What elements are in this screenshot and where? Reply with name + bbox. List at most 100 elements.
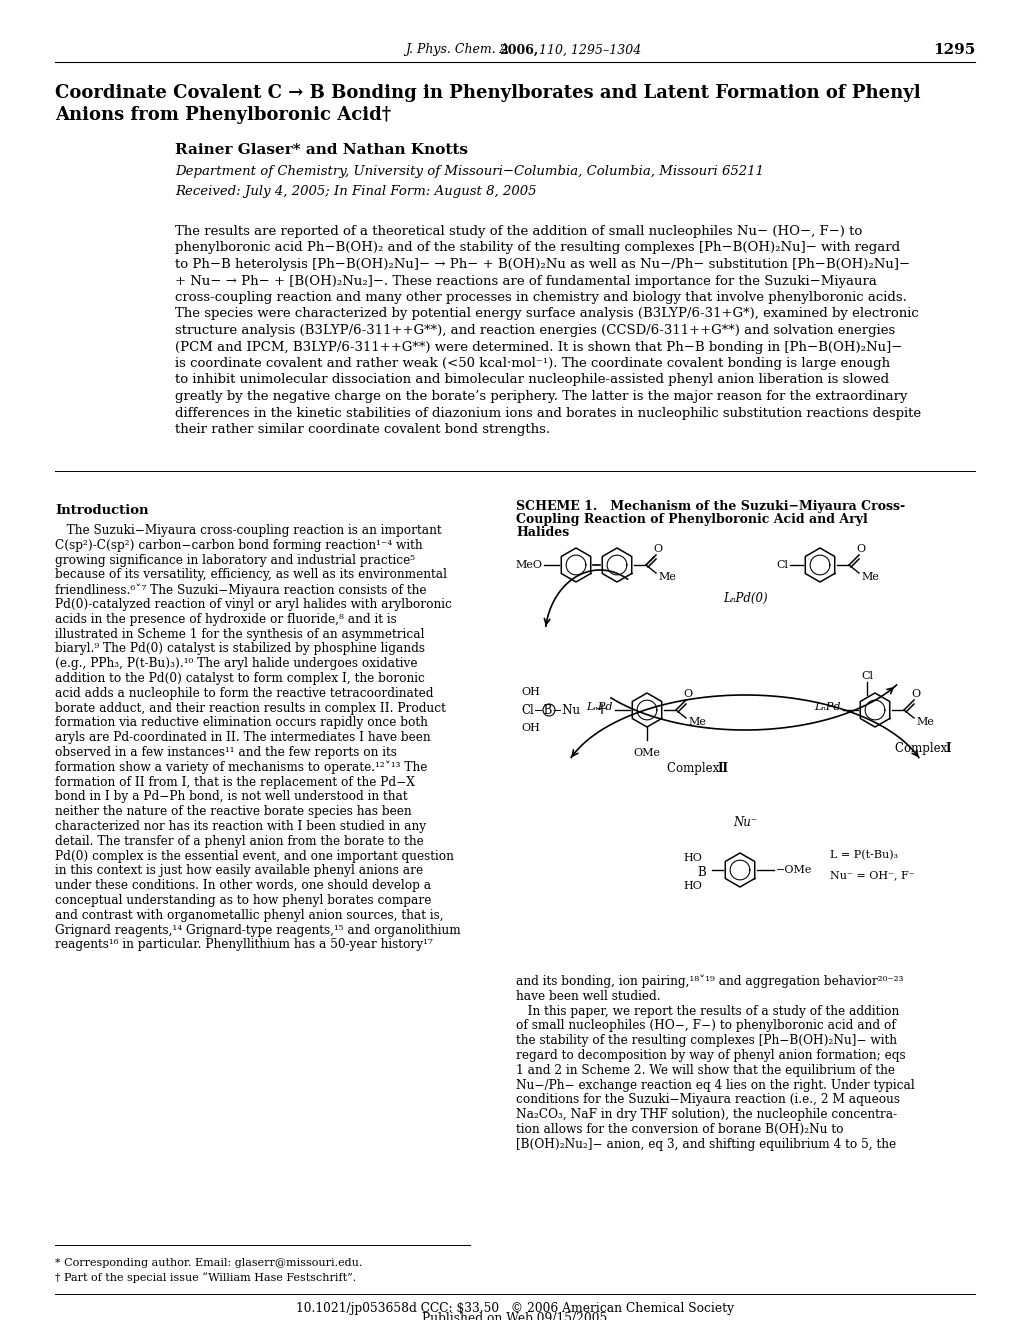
Text: Coordinate Covalent C → B Bonding in Phenylborates and Latent Formation of Pheny: Coordinate Covalent C → B Bonding in Phe…	[55, 84, 920, 102]
Text: OH: OH	[521, 686, 539, 697]
Text: phenylboronic acid Ph−B(OH)₂ and of the stability of the resulting complexes [Ph: phenylboronic acid Ph−B(OH)₂ and of the …	[175, 242, 899, 255]
Text: tion allows for the conversion of borane B(OH)₂Nu to: tion allows for the conversion of borane…	[516, 1123, 843, 1137]
Text: acid adds a nucleophile to form the reactive tetracoordinated: acid adds a nucleophile to form the reac…	[55, 686, 433, 700]
Text: to inhibit unimolecular dissociation and bimolecular nucleophile-assisted phenyl: to inhibit unimolecular dissociation and…	[175, 374, 889, 387]
Text: LₙPd(0): LₙPd(0)	[722, 591, 766, 605]
Text: and contrast with organometallic phenyl anion sources, that is,: and contrast with organometallic phenyl …	[55, 908, 443, 921]
Text: aryls are Pd-coordinated in II. The intermediates I have been: aryls are Pd-coordinated in II. The inte…	[55, 731, 430, 744]
Text: Nu⁻: Nu⁻	[733, 816, 756, 829]
Text: Cl: Cl	[860, 671, 872, 681]
Text: −OMe: −OMe	[775, 865, 811, 875]
Text: Received: July 4, 2005; In Final Form: August 8, 2005: Received: July 4, 2005; In Final Form: A…	[175, 185, 536, 198]
Text: Nu−/Ph− exchange reaction eq 4 lies on the right. Under typical: Nu−/Ph− exchange reaction eq 4 lies on t…	[516, 1078, 914, 1092]
Text: have been well studied.: have been well studied.	[516, 990, 660, 1003]
Text: The results are reported of a theoretical study of the addition of small nucleop: The results are reported of a theoretica…	[175, 224, 861, 238]
Text: Rainer Glaser* and Nathan Knotts: Rainer Glaser* and Nathan Knotts	[175, 143, 468, 157]
Text: Department of Chemistry, University of Missouri−Columbia, Columbia, Missouri 652: Department of Chemistry, University of M…	[175, 165, 763, 178]
Text: Me: Me	[915, 717, 933, 727]
Text: of small nucleophiles (HO−, F−) to phenylboronic acid and of: of small nucleophiles (HO−, F−) to pheny…	[516, 1019, 895, 1032]
Text: L = P(t-Bu)₃: L = P(t-Bu)₃	[829, 850, 898, 861]
Text: Published on Web 09/15/2005: Published on Web 09/15/2005	[422, 1312, 607, 1320]
Text: (e.g., PPh₃, P(t-Bu)₃).¹⁰ The aryl halide undergoes oxidative: (e.g., PPh₃, P(t-Bu)₃).¹⁰ The aryl halid…	[55, 657, 417, 671]
Text: The species were characterized by potential energy surface analysis (B3LYP/6-31+: The species were characterized by potent…	[175, 308, 918, 321]
Text: 1 and 2 in Scheme 2. We will show that the equilibrium of the: 1 and 2 in Scheme 2. We will show that t…	[516, 1064, 894, 1077]
Text: because of its versatility, efficiency, as well as its environmental: because of its versatility, efficiency, …	[55, 569, 446, 581]
Text: II: II	[716, 762, 728, 775]
Text: in this context is just how easily available phenyl anions are: in this context is just how easily avail…	[55, 865, 423, 878]
Text: conditions for the Suzuki−Miyaura reaction (i.e., 2 M aqueous: conditions for the Suzuki−Miyaura reacti…	[516, 1093, 899, 1106]
Text: bond in I by a Pd−Ph bond, is not well understood in that: bond in I by a Pd−Ph bond, is not well u…	[55, 791, 408, 804]
Text: to Ph−B heterolysis [Ph−B(OH)₂Nu]− → Ph− + B(OH)₂Nu as well as Nu−/Ph− substitut: to Ph−B heterolysis [Ph−B(OH)₂Nu]− → Ph−…	[175, 257, 909, 271]
Text: * Corresponding author. Email: glaserr@missouri.edu.: * Corresponding author. Email: glaserr@m…	[55, 1258, 362, 1269]
Text: Grignard reagents,¹⁴ Grignard-type reagents,¹⁵ and organolithium: Grignard reagents,¹⁴ Grignard-type reage…	[55, 924, 461, 937]
Text: Pd(0)-catalyzed reaction of vinyl or aryl halides with arylboronic: Pd(0)-catalyzed reaction of vinyl or ary…	[55, 598, 451, 611]
Text: HO: HO	[683, 880, 701, 891]
Text: MeO: MeO	[515, 560, 541, 570]
Text: Na₂CO₃, NaF in dry THF solution), the nucleophile concentra-: Na₂CO₃, NaF in dry THF solution), the nu…	[516, 1109, 897, 1121]
Text: formation show a variety of mechanisms to operate.¹²ˇ¹³ The: formation show a variety of mechanisms t…	[55, 760, 427, 775]
Text: Anions from Phenylboronic Acid†: Anions from Phenylboronic Acid†	[55, 106, 390, 124]
Text: reagents¹⁶ in particular. Phenyllithium has a 50-year history¹⁷: reagents¹⁶ in particular. Phenyllithium …	[55, 939, 432, 952]
Text: regard to decomposition by way of phenyl anion formation; eqs: regard to decomposition by way of phenyl…	[516, 1049, 905, 1063]
Text: Complex: Complex	[666, 762, 722, 775]
Text: greatly by the negative charge on the borate’s periphery. The latter is the majo: greatly by the negative charge on the bo…	[175, 389, 907, 403]
Text: structure analysis (B3LYP/6-311++G**), and reaction energies (CCSD/6-311++G**) a: structure analysis (B3LYP/6-311++G**), a…	[175, 323, 895, 337]
Text: † Part of the special issue “William Hase Festschrift”.: † Part of the special issue “William Has…	[55, 1272, 356, 1283]
Text: Complex: Complex	[894, 742, 950, 755]
Text: 2006,: 2006,	[499, 44, 538, 57]
Text: + Nu− → Ph− + [B(OH)₂Nu₂]−. These reactions are of fundamental importance for th: + Nu− → Ph− + [B(OH)₂Nu₂]−. These reacti…	[175, 275, 876, 288]
Text: O: O	[856, 544, 865, 554]
Text: observed in a few instances¹¹ and the few reports on its: observed in a few instances¹¹ and the fe…	[55, 746, 396, 759]
Text: O: O	[911, 689, 920, 700]
Text: the stability of the resulting complexes [Ph−B(OH)₂Nu]− with: the stability of the resulting complexes…	[516, 1034, 896, 1047]
Text: I: I	[944, 742, 950, 755]
Text: OH: OH	[521, 723, 539, 733]
Text: O: O	[683, 689, 692, 700]
Text: C(sp²)-C(sp²) carbon−carbon bond forming reaction¹⁻⁴ with: C(sp²)-C(sp²) carbon−carbon bond forming…	[55, 539, 422, 552]
Text: is coordinate covalent and rather weak (<50 kcal·mol⁻¹). The coordinate covalent: is coordinate covalent and rather weak (…	[175, 356, 890, 370]
Text: neither the nature of the reactive borate species has been: neither the nature of the reactive borat…	[55, 805, 412, 818]
Text: Halides: Halides	[516, 525, 569, 539]
Text: In this paper, we report the results of a study of the addition: In this paper, we report the results of …	[516, 1005, 899, 1018]
Text: formation of II from I, that is the replacement of the Pd−X: formation of II from I, that is the repl…	[55, 776, 415, 788]
Text: detail. The transfer of a phenyl anion from the borate to the: detail. The transfer of a phenyl anion f…	[55, 834, 423, 847]
Text: (PCM and IPCM, B3LYP/6-311++G**) were determined. It is shown that Ph−B bonding : (PCM and IPCM, B3LYP/6-311++G**) were de…	[175, 341, 902, 354]
Text: B: B	[697, 866, 705, 879]
Text: 1295: 1295	[931, 44, 974, 57]
Text: J. Phys. Chem. A: J. Phys. Chem. A	[405, 44, 512, 57]
Text: addition to the Pd(0) catalyst to form complex I, the boronic: addition to the Pd(0) catalyst to form c…	[55, 672, 425, 685]
Text: biaryl.⁹ The Pd(0) catalyst is stabilized by phosphine ligands: biaryl.⁹ The Pd(0) catalyst is stabilize…	[55, 643, 425, 656]
Text: O: O	[653, 544, 662, 554]
Text: Me: Me	[657, 572, 676, 582]
Text: and its bonding, ion pairing,¹⁸ˇ¹⁹ and aggregation behavior²⁰⁻²³: and its bonding, ion pairing,¹⁸ˇ¹⁹ and a…	[516, 975, 903, 989]
Text: Me: Me	[860, 572, 878, 582]
Text: cross-coupling reaction and many other processes in chemistry and biology that i: cross-coupling reaction and many other p…	[175, 290, 906, 304]
Text: 10.1021/jp053658d CCC: $33.50   © 2006 American Chemical Society: 10.1021/jp053658d CCC: $33.50 © 2006 Ame…	[296, 1302, 734, 1315]
Text: their rather similar coordinate covalent bond strengths.: their rather similar coordinate covalent…	[175, 422, 549, 436]
Text: conceptual understanding as to how phenyl borates compare: conceptual understanding as to how pheny…	[55, 894, 431, 907]
Text: Pd(0) complex is the essential event, and one important question: Pd(0) complex is the essential event, an…	[55, 850, 453, 862]
Text: The Suzuki−Miyaura cross-coupling reaction is an important: The Suzuki−Miyaura cross-coupling reacti…	[55, 524, 441, 537]
Text: borate adduct, and their reaction results in complex II. Product: borate adduct, and their reaction result…	[55, 702, 445, 714]
Text: [B(OH)₂Nu₂]− anion, eq 3, and shifting equilibrium 4 to 5, the: [B(OH)₂Nu₂]− anion, eq 3, and shifting e…	[516, 1138, 896, 1151]
Text: LₙPd: LₙPd	[586, 702, 612, 711]
Text: Cl−B−Nu: Cl−B−Nu	[521, 704, 580, 717]
Text: Me: Me	[688, 717, 705, 727]
Text: HO: HO	[683, 853, 701, 863]
Text: Introduction: Introduction	[55, 504, 149, 517]
Text: under these conditions. In other words, one should develop a: under these conditions. In other words, …	[55, 879, 431, 892]
Text: LₙPd: LₙPd	[814, 702, 841, 711]
Text: OMe: OMe	[633, 748, 660, 758]
Text: acids in the presence of hydroxide or fluoride,⁸ and it is: acids in the presence of hydroxide or fl…	[55, 612, 396, 626]
Text: differences in the kinetic stabilities of diazonium ions and borates in nucleoph: differences in the kinetic stabilities o…	[175, 407, 920, 420]
Text: friendliness.⁶ˇ⁷ The Suzuki−Miyaura reaction consists of the: friendliness.⁶ˇ⁷ The Suzuki−Miyaura reac…	[55, 583, 426, 597]
Text: Coupling Reaction of Phenylboronic Acid and Aryl: Coupling Reaction of Phenylboronic Acid …	[516, 513, 867, 525]
Text: Cl: Cl	[775, 560, 788, 570]
Text: 110, 1295–1304: 110, 1295–1304	[534, 44, 640, 57]
Text: SCHEME 1.   Mechanism of the Suzuki−Miyaura Cross-: SCHEME 1. Mechanism of the Suzuki−Miyaur…	[516, 500, 904, 513]
Text: Nu⁻ = OH⁻, F⁻: Nu⁻ = OH⁻, F⁻	[829, 870, 914, 880]
Text: +: +	[593, 701, 607, 718]
Text: growing significance in laboratory and industrial practice⁵: growing significance in laboratory and i…	[55, 553, 415, 566]
Text: characterized nor has its reaction with I been studied in any: characterized nor has its reaction with …	[55, 820, 426, 833]
Text: formation via reductive elimination occurs rapidly once both: formation via reductive elimination occu…	[55, 717, 427, 730]
